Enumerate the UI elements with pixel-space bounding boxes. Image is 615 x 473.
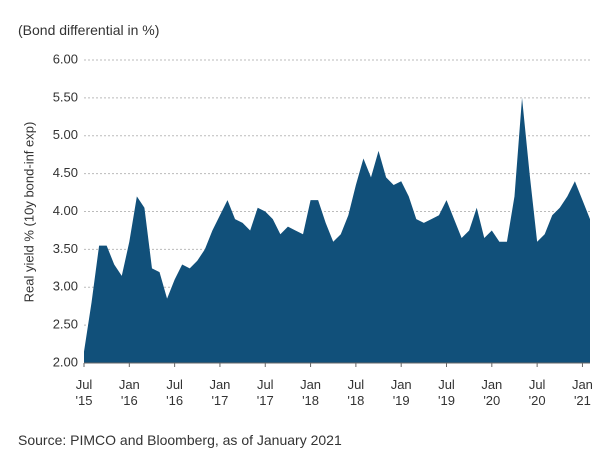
y-tick-label: 2.00 <box>53 354 78 369</box>
x-tick-label: Jan '20 <box>481 377 503 408</box>
y-tick-label: 6.00 <box>53 51 78 66</box>
x-tick-label: Jul '16 <box>166 377 184 408</box>
y-tick-label: 4.00 <box>53 203 78 218</box>
x-tick-label: Jul '15 <box>75 377 93 408</box>
y-tick-label: 3.50 <box>53 241 78 256</box>
subtitle: (Bond differential in %) <box>18 22 160 38</box>
x-tick-label: Jan '19 <box>390 377 412 408</box>
x-tick-label: Jul '17 <box>256 377 274 408</box>
x-tick-label: Jul '20 <box>528 377 546 408</box>
y-tick-label: 5.50 <box>53 89 78 104</box>
y-axis-label: Real yield % (10y bond-inf exp) <box>21 122 36 303</box>
x-tick-label: Jan '17 <box>209 377 231 408</box>
x-tick-label: Jan '18 <box>300 377 322 408</box>
area <box>84 97 590 363</box>
x-tick-label: Jul '19 <box>438 377 455 408</box>
y-tick-label: 5.00 <box>53 127 78 142</box>
x-tick-label: Jan '16 <box>118 377 140 408</box>
x-tick-label: Jul '18 <box>347 377 365 408</box>
y-tick-label: 2.50 <box>53 317 78 332</box>
source-note: Source: PIMCO and Bloomberg, as of Janua… <box>18 432 342 448</box>
y-tick-label: 4.50 <box>53 165 78 180</box>
y-tick-label: 3.00 <box>53 279 78 294</box>
x-tick-label: Jan '21 <box>571 377 593 408</box>
